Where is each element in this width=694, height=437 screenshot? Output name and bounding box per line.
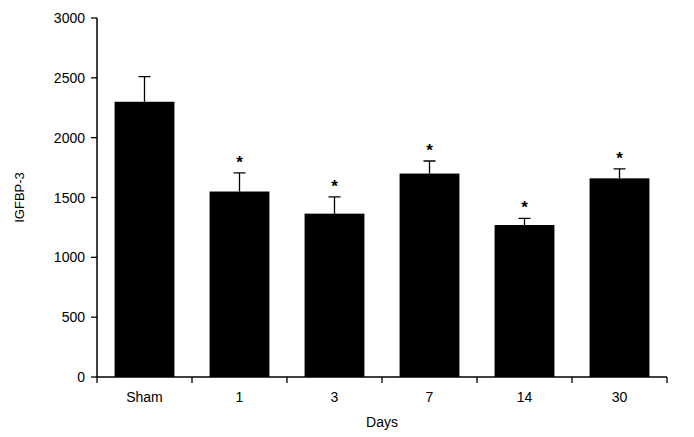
y-tick-label: 2500: [54, 70, 85, 86]
significance-marker: *: [331, 177, 338, 196]
bar: [495, 225, 555, 377]
error-bar: [424, 161, 436, 174]
y-axis-label: IGFBP-3: [12, 172, 27, 223]
y-tick-label: 1500: [54, 190, 85, 206]
x-tick-label: 14: [517, 389, 533, 405]
x-tick: [476, 377, 477, 383]
x-tick: [191, 377, 192, 383]
x-tick: [286, 377, 287, 383]
error-bar: [234, 173, 246, 192]
y-tick: [91, 197, 97, 198]
significance-marker: *: [521, 198, 528, 217]
x-tick: [666, 377, 667, 383]
significance-marker: *: [426, 141, 433, 160]
x-tick: [571, 377, 572, 383]
y-tick: [91, 317, 97, 318]
bar: [115, 102, 175, 377]
significance-marker: *: [616, 149, 623, 168]
y-tick: [91, 257, 97, 258]
y-tick-label: 500: [62, 309, 86, 325]
x-tick: [96, 377, 97, 383]
error-bar: [139, 77, 151, 102]
chart-svg: * * * * * 0 500 1000 1500 2000 2500 3000 Sham 1 3 7 14 30…: [0, 0, 694, 437]
bar: [400, 174, 460, 377]
x-tick-label: Sham: [126, 389, 163, 405]
x-tick-label: 1: [236, 389, 244, 405]
bar: [590, 178, 650, 377]
y-tick-label: 1000: [54, 249, 85, 265]
x-tick: [381, 377, 382, 383]
x-tick-label: 30: [612, 389, 628, 405]
x-tick-label: 7: [426, 389, 434, 405]
x-tick-label: 3: [331, 389, 339, 405]
bar: [305, 214, 365, 377]
error-bar: [519, 218, 531, 225]
error-bar: [614, 169, 626, 179]
chart-container: * * * * * 0 500 1000 1500 2000 2500 3000 Sham 1 3 7 14 30…: [0, 0, 694, 437]
y-tick: [91, 137, 97, 138]
plot-area: [115, 77, 650, 377]
y-tick-label: 3000: [54, 10, 85, 26]
y-tick: [91, 376, 97, 377]
y-tick-label: 2000: [54, 130, 85, 146]
x-axis-label: Days: [366, 414, 398, 430]
y-tick: [91, 17, 97, 18]
bar: [210, 192, 270, 377]
y-tick: [91, 77, 97, 78]
significance-marker: *: [236, 153, 243, 172]
y-tick-label: 0: [77, 369, 85, 385]
error-bar: [329, 197, 341, 214]
